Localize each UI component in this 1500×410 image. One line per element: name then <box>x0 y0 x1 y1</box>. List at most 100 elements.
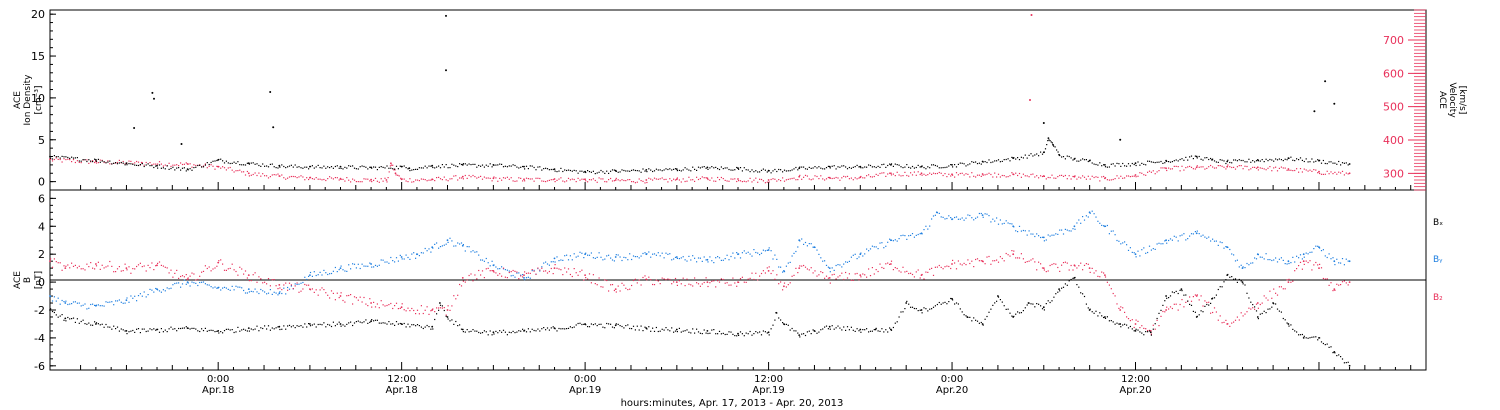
velocity-isolated-point <box>1029 99 1031 101</box>
density-point <box>260 165 262 167</box>
by-point <box>304 276 306 278</box>
bx-point <box>510 332 512 334</box>
bz-point <box>86 263 88 265</box>
bz-point <box>728 284 730 286</box>
density-point-point <box>737 167 739 170</box>
velocity-point <box>957 174 959 176</box>
bz-point <box>1212 311 1214 314</box>
bz-point <box>439 307 442 309</box>
time-tick-label: 12:00 <box>387 374 416 385</box>
velocity-point <box>94 161 96 164</box>
density-point-point <box>1211 159 1213 161</box>
density-point <box>623 169 625 172</box>
velocity-point <box>841 177 843 179</box>
velocity-point <box>806 175 808 177</box>
velocity-point <box>890 174 893 176</box>
bz-point <box>1219 315 1221 317</box>
bz-point <box>955 268 958 270</box>
density-point <box>74 157 76 159</box>
bz-point <box>1200 295 1202 297</box>
by-point <box>848 260 850 262</box>
bz-point <box>1192 296 1194 298</box>
bz-point <box>174 272 176 274</box>
bx-point <box>1070 278 1072 281</box>
by-point <box>1137 250 1139 252</box>
bz-point <box>900 271 902 273</box>
by-point <box>722 259 724 261</box>
bx-point <box>388 321 390 323</box>
density-point <box>122 162 124 164</box>
by-point <box>518 272 520 274</box>
velocity-point <box>715 180 717 182</box>
by-point <box>287 286 289 289</box>
bz-point <box>76 267 78 269</box>
bx-point <box>696 328 698 330</box>
velocity-tick-label: 700 <box>1383 34 1404 47</box>
by-point <box>610 257 612 259</box>
by-point <box>510 275 512 277</box>
velocity-point <box>726 180 728 182</box>
density-point <box>172 166 174 168</box>
density-point <box>621 169 623 171</box>
density-point <box>202 166 205 168</box>
density-point <box>827 165 829 167</box>
bz-point <box>340 292 342 294</box>
bz-point <box>155 265 157 267</box>
density-point <box>900 166 902 168</box>
density-point <box>543 168 545 170</box>
density-point <box>663 169 665 171</box>
by-point <box>1280 257 1282 259</box>
velocity-point <box>590 179 592 181</box>
velocity-point <box>892 173 894 175</box>
density-point <box>932 164 935 166</box>
bz-point <box>801 265 803 267</box>
by-point <box>917 233 919 236</box>
velocity-point <box>531 178 533 180</box>
by-point <box>275 292 277 294</box>
velocity-point-point <box>584 178 586 181</box>
by-point <box>97 304 99 306</box>
bx-point-point <box>997 295 999 297</box>
bx-point <box>514 332 516 334</box>
velocity-point <box>774 178 776 180</box>
by-point <box>365 265 367 267</box>
bz-point <box>554 264 556 266</box>
velocity-point <box>522 180 524 182</box>
density-point <box>611 169 614 171</box>
by-point <box>241 287 243 289</box>
by-point <box>233 289 235 291</box>
velocity-point <box>1139 172 1141 174</box>
velocity-point <box>63 158 65 160</box>
bx-point <box>344 325 346 327</box>
bx-point <box>394 324 396 326</box>
density-point <box>136 164 138 166</box>
by-point <box>1103 225 1105 227</box>
velocity-point <box>415 179 417 181</box>
by-point-point <box>1195 232 1198 235</box>
velocity-point <box>545 181 547 183</box>
bx-point <box>413 324 415 326</box>
bx-point <box>1152 328 1154 330</box>
by-point <box>172 284 174 286</box>
bx-point <box>334 325 336 327</box>
bz-point <box>1189 296 1191 298</box>
velocity-point <box>252 173 254 176</box>
by-point <box>204 283 206 285</box>
velocity-point <box>340 178 342 180</box>
bx-point <box>799 336 801 338</box>
bz-point-point <box>706 281 709 283</box>
velocity-point <box>176 164 178 166</box>
by-point <box>669 253 671 255</box>
bz-point <box>1234 319 1237 321</box>
bz-point <box>1162 310 1164 313</box>
by-point <box>768 247 770 249</box>
by-point <box>1296 255 1298 257</box>
bx-point <box>791 327 793 330</box>
velocity-point <box>220 167 222 169</box>
bz-point <box>1183 306 1185 308</box>
density-point <box>491 166 493 168</box>
bz-point <box>1317 264 1319 266</box>
bx-point <box>944 301 946 303</box>
bx-point <box>825 325 828 327</box>
density-point <box>506 166 508 168</box>
